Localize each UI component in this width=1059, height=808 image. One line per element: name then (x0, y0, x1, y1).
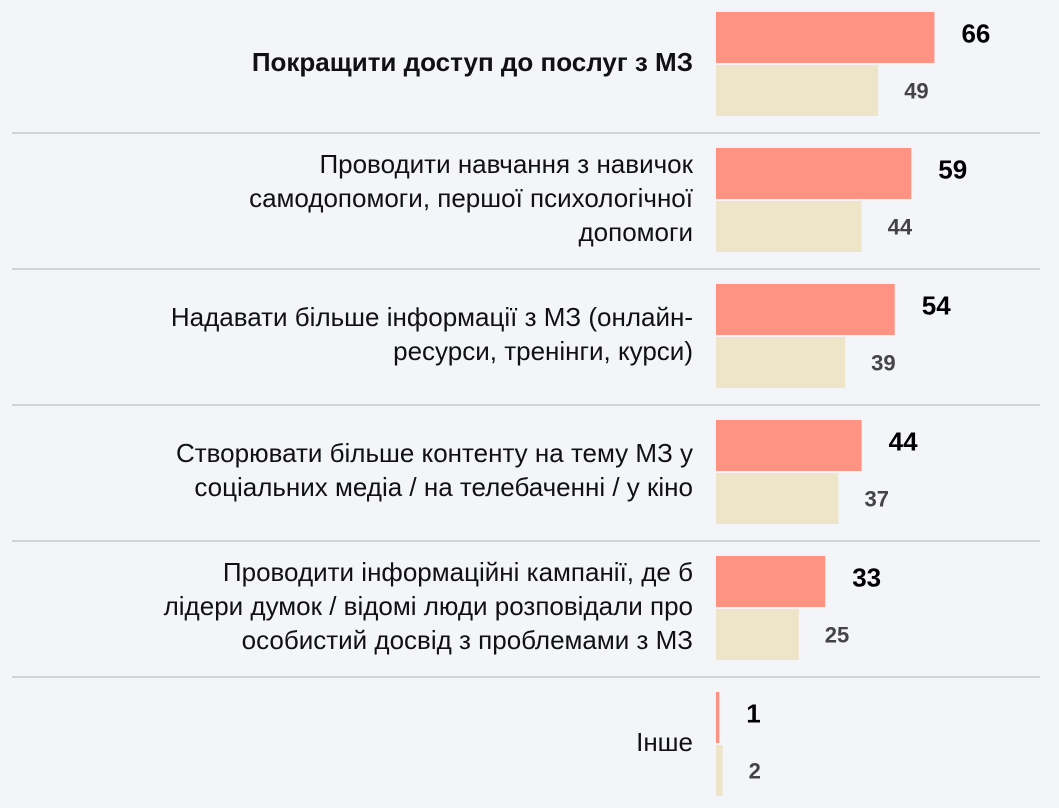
bar (716, 609, 799, 660)
value-label: 44 (889, 426, 918, 456)
value-label: 66 (961, 18, 990, 48)
value-label: 59 (938, 154, 967, 184)
category-label: соціальних медіа / на телебаченні / у кі… (194, 472, 693, 502)
value-label: 33 (852, 562, 881, 592)
bar (716, 692, 720, 743)
bar (716, 12, 935, 63)
category-label: лідери думок / відомі люди розповідали п… (164, 591, 693, 621)
bar (716, 337, 846, 388)
value-label: 1 (746, 698, 760, 728)
value-label: 54 (922, 290, 951, 320)
value-label: 37 (864, 486, 888, 511)
value-label: 44 (888, 214, 913, 239)
value-label: 49 (904, 78, 928, 103)
bar (716, 473, 839, 524)
value-label: 2 (749, 758, 761, 783)
category-label: Покращити доступ до послуг з МЗ (252, 47, 693, 77)
category-label: Інше (636, 727, 693, 757)
category-label: Надавати більше інформації з МЗ (онлайн- (171, 302, 693, 332)
bar (716, 201, 862, 252)
bar (716, 284, 895, 335)
category-label: самодопомоги, першої психологічної (249, 183, 693, 213)
bar (716, 148, 912, 199)
bar (716, 556, 826, 607)
category-label: особистий досвід з проблемами з МЗ (242, 625, 693, 655)
category-label: ресурси, тренінги, курси) (393, 336, 693, 366)
bar (716, 420, 862, 471)
category-label: допомоги (578, 217, 693, 247)
bar (716, 65, 879, 116)
value-label: 39 (871, 350, 895, 375)
category-label: Проводити інформаційні кампанії, де б (223, 557, 693, 587)
category-label: Створювати більше контенту на тему МЗ у (176, 438, 693, 468)
category-label: Проводити навчання з навичок (319, 149, 693, 179)
value-label: 25 (825, 622, 849, 647)
bar (716, 745, 723, 796)
